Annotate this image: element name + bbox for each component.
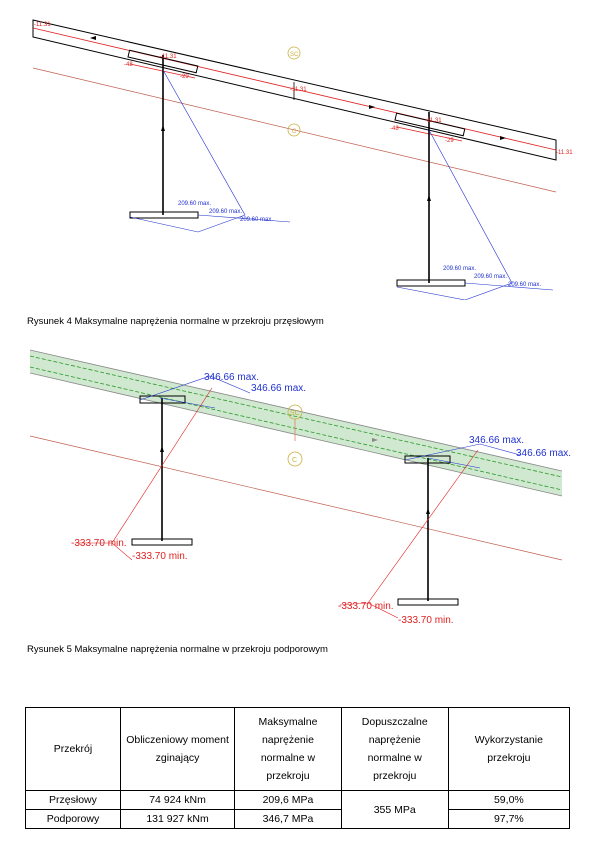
min-label: -333.70 min. <box>71 538 127 549</box>
cell-moment: 131 927 kNm <box>119 809 236 829</box>
max-label: 209.60 max. <box>474 274 507 280</box>
max-label: 209.60 max. <box>209 209 242 215</box>
stress-label: -29 <box>445 138 454 144</box>
c-label: C <box>292 457 297 464</box>
max-label: 346.66 max. <box>469 435 524 446</box>
cell-section: Podporowy <box>25 809 121 829</box>
stress-label: -48 <box>124 62 133 68</box>
figure-4-span-stress: SC C -11.31 -11.31 -11.31 -11.31 -11.31 … <box>32 19 573 300</box>
header-section: Przekrój <box>25 707 121 791</box>
table-row: Przęsłowy 74 924 kNm 209,6 MPa 355 MPa 5… <box>25 790 571 829</box>
stress-label: -11.31 <box>34 22 51 28</box>
header-allowable: Dopuszczalne naprężenie normalne w przek… <box>340 707 449 791</box>
stress-label: -48 <box>390 126 399 132</box>
max-label: 346.66 max. <box>204 372 259 383</box>
cell-stress: 209,6 MPa <box>234 790 342 810</box>
max-label: 346.66 max. <box>251 383 306 394</box>
max-label: 209.60 max. <box>443 266 476 272</box>
header-moment: Obliczeniowy moment zginający <box>119 707 236 791</box>
header-max-stress: Maksymalne naprężenie normalne w przekro… <box>234 707 342 791</box>
figure-4-caption: Rysunek 4 Maksymalne naprężenia normalne… <box>27 316 324 327</box>
stress-label: -11.31 <box>425 118 442 124</box>
figure-5-caption: Rysunek 5 Maksymalne naprężenia normalne… <box>27 644 328 655</box>
cell-usage: 59,0% <box>447 790 571 810</box>
results-table: Przekrój Obliczeniowy moment zginający M… <box>25 707 571 829</box>
cell-section: Przęsłowy <box>25 790 121 810</box>
cell-stress: 346,7 MPa <box>234 809 342 829</box>
min-label: -333.70 min. <box>398 615 454 626</box>
max-label: 209.60 max. <box>240 217 273 223</box>
cell-moment: 74 924 kNm <box>119 790 236 810</box>
table-row: Podporowy 131 927 kNm 346,7 MPa 97,7% <box>25 809 571 829</box>
max-label: 209.60 max. <box>178 201 211 207</box>
cell-usage: 97,7% <box>447 809 571 829</box>
stress-label: -11.31 <box>290 87 307 93</box>
min-label: -333.70 min. <box>132 551 188 562</box>
stress-label: -11.31 <box>160 54 177 60</box>
header-usage: Wykorzystanie przekroju <box>447 707 571 791</box>
sc-label: SC <box>290 52 299 58</box>
figure-5-support-stress: SC C 346.66 max. 346.66 max. 346.66 max.… <box>29 349 571 626</box>
max-label: 346.66 max. <box>516 448 571 459</box>
cell-allowable: 355 MPa <box>340 790 449 829</box>
stress-label: -29 <box>180 74 189 80</box>
stress-label: -11.31 <box>556 150 573 156</box>
sc-label: SC <box>290 410 300 417</box>
max-label: 209.60 max. <box>508 282 541 288</box>
c-label: C <box>292 129 297 135</box>
min-label: -333.70 min. <box>338 601 394 612</box>
